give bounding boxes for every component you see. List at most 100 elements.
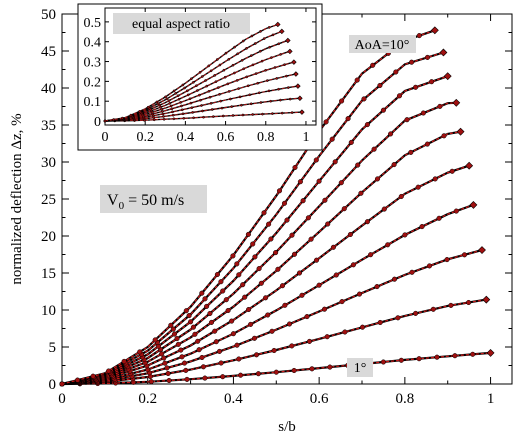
main-data-point xyxy=(121,358,127,364)
inset-data-point xyxy=(146,105,150,109)
inset-data-point xyxy=(200,104,203,107)
inset-end-marker xyxy=(291,59,297,65)
inset-y-tick-label: 0.4 xyxy=(84,36,102,51)
main-data-point xyxy=(420,110,426,116)
main-data-point xyxy=(195,338,201,344)
inset-y-tick-label: 0.2 xyxy=(84,75,102,90)
main-data-point xyxy=(416,33,422,39)
inset-data-point xyxy=(189,101,193,105)
main-data-point xyxy=(424,54,431,60)
inset-data-point xyxy=(171,110,174,114)
inset-data-point xyxy=(267,89,271,93)
main-data-point xyxy=(461,252,468,258)
main-data-point xyxy=(333,272,339,278)
main-data-point xyxy=(324,334,330,340)
inset-y-tick-label: 0 xyxy=(94,115,101,130)
inset-chart: 0 0.2 0.4 0.6 0.8 1 0 0.1 0.2 0.3 0.4 0.5 equal asp… xyxy=(77,3,323,151)
inset-data-point xyxy=(181,83,185,87)
main-data-point xyxy=(398,193,404,200)
inset-data-point xyxy=(218,63,222,67)
main-data-point xyxy=(275,266,281,272)
main-series-group xyxy=(59,26,495,387)
main-data-point xyxy=(304,314,310,320)
inset-data-point xyxy=(259,101,263,104)
main-data-point xyxy=(229,318,235,324)
inset-series-overlay xyxy=(104,85,298,122)
main-data-point xyxy=(409,269,415,275)
main-data-point xyxy=(385,242,391,248)
main-end-marker xyxy=(469,200,478,209)
main-data-point xyxy=(152,337,158,343)
inset-data-point xyxy=(257,91,261,95)
main-x-axis-label: s/b xyxy=(278,419,296,435)
main-data-point xyxy=(279,283,286,289)
main-data-point xyxy=(332,159,338,165)
inset-data-point xyxy=(259,49,262,53)
main-y-tick-label: 40 xyxy=(41,81,56,97)
inset-data-point xyxy=(160,110,164,113)
main-x-tick-label: 0.2 xyxy=(138,391,157,407)
main-x-tick-label: 0 xyxy=(58,391,66,407)
main-data-point xyxy=(184,376,190,382)
main-series-overlay xyxy=(61,51,444,385)
inset-title-label: equal aspect ratio xyxy=(113,13,250,34)
inset-data-point xyxy=(211,115,215,118)
inset-data-point xyxy=(283,63,286,67)
main-data-point xyxy=(281,200,288,206)
inset-data-point xyxy=(180,108,184,112)
main-data-point xyxy=(216,348,223,354)
main-end-marker xyxy=(443,72,452,81)
main-data-point xyxy=(212,328,218,334)
inset-data-point xyxy=(169,104,173,108)
inset-data-point xyxy=(260,59,264,63)
inset-data-point xyxy=(207,64,211,68)
main-data-point xyxy=(368,252,374,258)
main-data-point xyxy=(348,139,354,145)
main-data-point xyxy=(266,221,272,227)
main-data-point xyxy=(255,371,261,377)
main-y-tick-label: 20 xyxy=(41,229,56,245)
inset-end-marker xyxy=(285,37,291,44)
main-data-point xyxy=(175,341,181,347)
inset-series-line xyxy=(104,73,297,122)
inset-data-point xyxy=(279,98,282,102)
inset-data-point xyxy=(218,92,221,96)
main-data-point xyxy=(347,231,353,238)
inset-data-point xyxy=(192,116,195,120)
inset-data-point xyxy=(271,33,275,37)
main-data-point xyxy=(453,208,459,214)
main-data-point xyxy=(355,162,361,168)
main-data-point xyxy=(291,367,297,374)
main-end-marker xyxy=(482,295,491,304)
main-data-point xyxy=(330,244,336,250)
velocity-value: = 50 m/s xyxy=(124,192,184,209)
inset-end-marker xyxy=(287,48,293,55)
inset-data-point xyxy=(288,97,292,101)
inset-data-point xyxy=(238,95,242,99)
inset-data-point xyxy=(231,63,235,67)
main-data-point xyxy=(230,253,236,259)
inset-data-point xyxy=(190,77,193,81)
main-data-point xyxy=(391,162,397,168)
inset-data-point xyxy=(261,112,264,116)
inset-data-point xyxy=(179,101,182,104)
main-data-point xyxy=(248,321,254,327)
main-data-point xyxy=(273,250,279,256)
main-y-tick-label: 50 xyxy=(41,7,56,23)
main-data-point xyxy=(350,262,356,268)
main-y-tick-label: 15 xyxy=(41,266,56,282)
inset-y-tick-label: 0.1 xyxy=(84,95,102,110)
main-data-point xyxy=(404,117,410,123)
inset-data-point xyxy=(222,68,226,72)
inset-data-point xyxy=(162,115,165,118)
main-end-marker xyxy=(465,161,474,170)
main-data-point xyxy=(449,168,455,174)
inset-data-point xyxy=(164,95,167,99)
main-data-point xyxy=(202,375,208,381)
inset-data-point xyxy=(172,89,176,93)
main-data-point xyxy=(321,306,328,312)
inset-data-point xyxy=(280,111,284,115)
main-data-point xyxy=(381,206,387,212)
main-data-point xyxy=(269,328,275,334)
main-data-point xyxy=(364,122,370,128)
